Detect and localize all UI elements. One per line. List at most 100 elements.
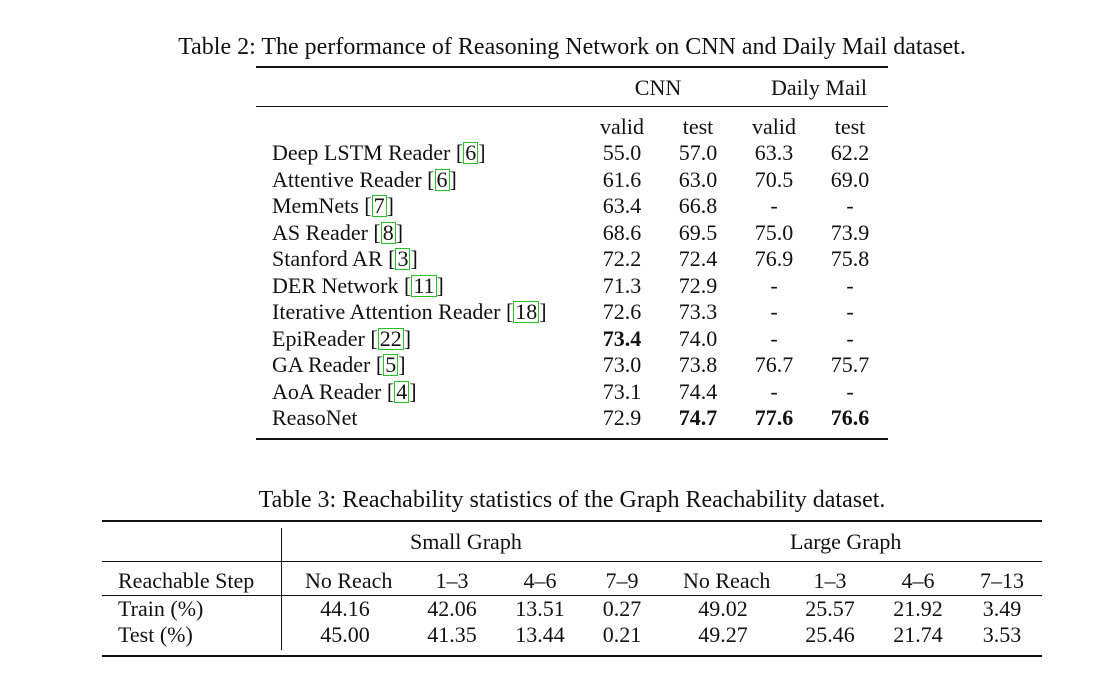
table2-cell: 72.9: [602, 405, 642, 430]
table3-cell: 45.00: [320, 622, 370, 647]
table3-subheader: 7–9: [605, 568, 639, 593]
table3-row-header: Reachable Step: [118, 568, 255, 593]
table3-row-name: Test (%): [118, 622, 193, 647]
table2-cell: 61.6: [602, 166, 642, 192]
table2-row-name: MemNets [7]: [272, 193, 394, 218]
table3-cell: 21.92: [893, 596, 943, 621]
table2-cell: 77.6: [754, 405, 794, 430]
table2-cell: -: [770, 272, 778, 298]
table2-cell: -: [770, 325, 778, 351]
table2-cell: 62.2: [830, 140, 870, 165]
model-name: EpiReader: [272, 325, 365, 351]
table2-row-name: EpiReader [22]: [272, 325, 412, 351]
table3-cell: 0.21: [602, 622, 642, 647]
table2-cell: 72.9: [678, 272, 718, 298]
citation-link[interactable]: 5: [383, 352, 399, 377]
table2-cell: 72.4: [678, 246, 718, 271]
table3-bottom-rule: [102, 655, 1042, 657]
citation-link[interactable]: 18: [513, 299, 540, 324]
table2-cell: 73.4: [602, 325, 642, 351]
table3-cell: 3.49: [982, 596, 1022, 621]
table3-subheader: 4–6: [901, 568, 935, 593]
table2-cell: 76.7: [754, 352, 794, 377]
table3-subheader: 4–6: [523, 568, 557, 593]
model-name: AoA Reader: [272, 378, 382, 404]
table3-cell: 25.57: [805, 596, 855, 621]
table3-subheader: No Reach: [683, 568, 771, 593]
table2-row-name: Attentive Reader [6]: [272, 166, 457, 192]
table2-row-name: AoA Reader [4]: [272, 378, 417, 404]
table3-cell: 0.27: [602, 596, 642, 621]
table3-group-small: Small Graph: [410, 529, 522, 554]
table2-cell: 73.3: [678, 299, 718, 324]
table2-group-dailymail: Daily Mail: [771, 75, 867, 100]
table3-subheader: 1–3: [435, 568, 469, 593]
model-name: GA Reader: [272, 352, 371, 377]
table2-cell: -: [846, 299, 854, 324]
table2-cell: 66.8: [678, 193, 718, 218]
table3-cell: 13.44: [515, 622, 565, 647]
citation-link[interactable]: 11: [411, 272, 437, 298]
table2-cell: 75.0: [754, 219, 794, 245]
table2-cell: 73.9: [830, 219, 870, 245]
table3-cell: 49.27: [698, 622, 748, 647]
table2-subheader: test: [682, 114, 714, 139]
table3-mid-rule: [102, 561, 1042, 562]
table3-group-large: Large Graph: [790, 529, 902, 554]
table2-row-name: Stanford AR [3]: [272, 246, 418, 271]
table2-cell: 72.6: [602, 299, 642, 324]
citation-link[interactable]: 4: [394, 378, 410, 404]
table3-caption: Table 3: Reachability statistics of the …: [258, 487, 886, 513]
table2-cell: -: [770, 378, 778, 404]
citation-link[interactable]: 3: [395, 246, 411, 271]
table2-cell: 74.4: [678, 378, 718, 404]
table2-cell: -: [846, 272, 854, 298]
table2-subheader: valid: [600, 114, 644, 139]
table2-cell: 55.0: [602, 140, 642, 165]
citation-link[interactable]: 6: [463, 140, 479, 165]
table2-cell: 68.6: [602, 219, 642, 245]
table2-cell: 74.7: [678, 405, 718, 430]
table2-cell: -: [846, 193, 854, 218]
table3-header-rule: [102, 595, 1042, 596]
table3-subheader: 1–3: [813, 568, 847, 593]
table3-vertical-rule: [281, 528, 282, 650]
model-name: Deep LSTM Reader: [272, 140, 451, 165]
table2-cell: 69.0: [830, 166, 870, 192]
citation-link[interactable]: 7: [371, 193, 387, 218]
table3-cell: 42.06: [427, 596, 477, 621]
table2-cell: -: [770, 193, 778, 218]
table2-row-name: Iterative Attention Reader [18]: [272, 299, 547, 324]
table2-cell: 57.0: [678, 140, 718, 165]
table2-cell: 75.7: [830, 352, 870, 377]
table2-cell: 72.2: [602, 246, 642, 271]
table2-cell: 70.5: [754, 166, 794, 192]
table2-row-name: GA Reader [5]: [272, 352, 406, 377]
citation-link[interactable]: 8: [380, 219, 396, 245]
table2-cell: 76.6: [830, 405, 870, 430]
table3-subheader: No Reach: [305, 568, 393, 593]
table2-cell: 76.9: [754, 246, 794, 271]
table2-row-name: Deep LSTM Reader [6]: [272, 140, 486, 165]
table2-top-rule: [256, 66, 888, 68]
table3-top-rule: [102, 520, 1042, 522]
table2-row-name: ReasoNet: [272, 405, 358, 431]
table2-cell: 63.0: [678, 166, 718, 192]
table2-bottom-rule: [256, 438, 888, 440]
table2-row-name: DER Network [11]: [272, 272, 444, 298]
citation-link[interactable]: 6: [434, 166, 450, 192]
model-name: Stanford AR: [272, 246, 383, 271]
model-name: ReasoNet: [272, 405, 358, 430]
table3-cell: 49.02: [698, 596, 748, 621]
table2-cell: -: [846, 378, 854, 404]
model-name: DER Network: [272, 272, 399, 298]
table2-cell: 75.8: [830, 246, 870, 271]
table2-cell: -: [770, 299, 778, 324]
table2-cell: 69.5: [678, 219, 718, 245]
table2-cell: -: [846, 325, 854, 351]
citation-link[interactable]: 22: [377, 325, 404, 351]
table2-cell: 73.1: [602, 378, 642, 404]
model-name: MemNets: [272, 193, 359, 218]
table3-cell: 44.16: [320, 596, 370, 621]
model-name: Attentive Reader: [272, 166, 422, 192]
